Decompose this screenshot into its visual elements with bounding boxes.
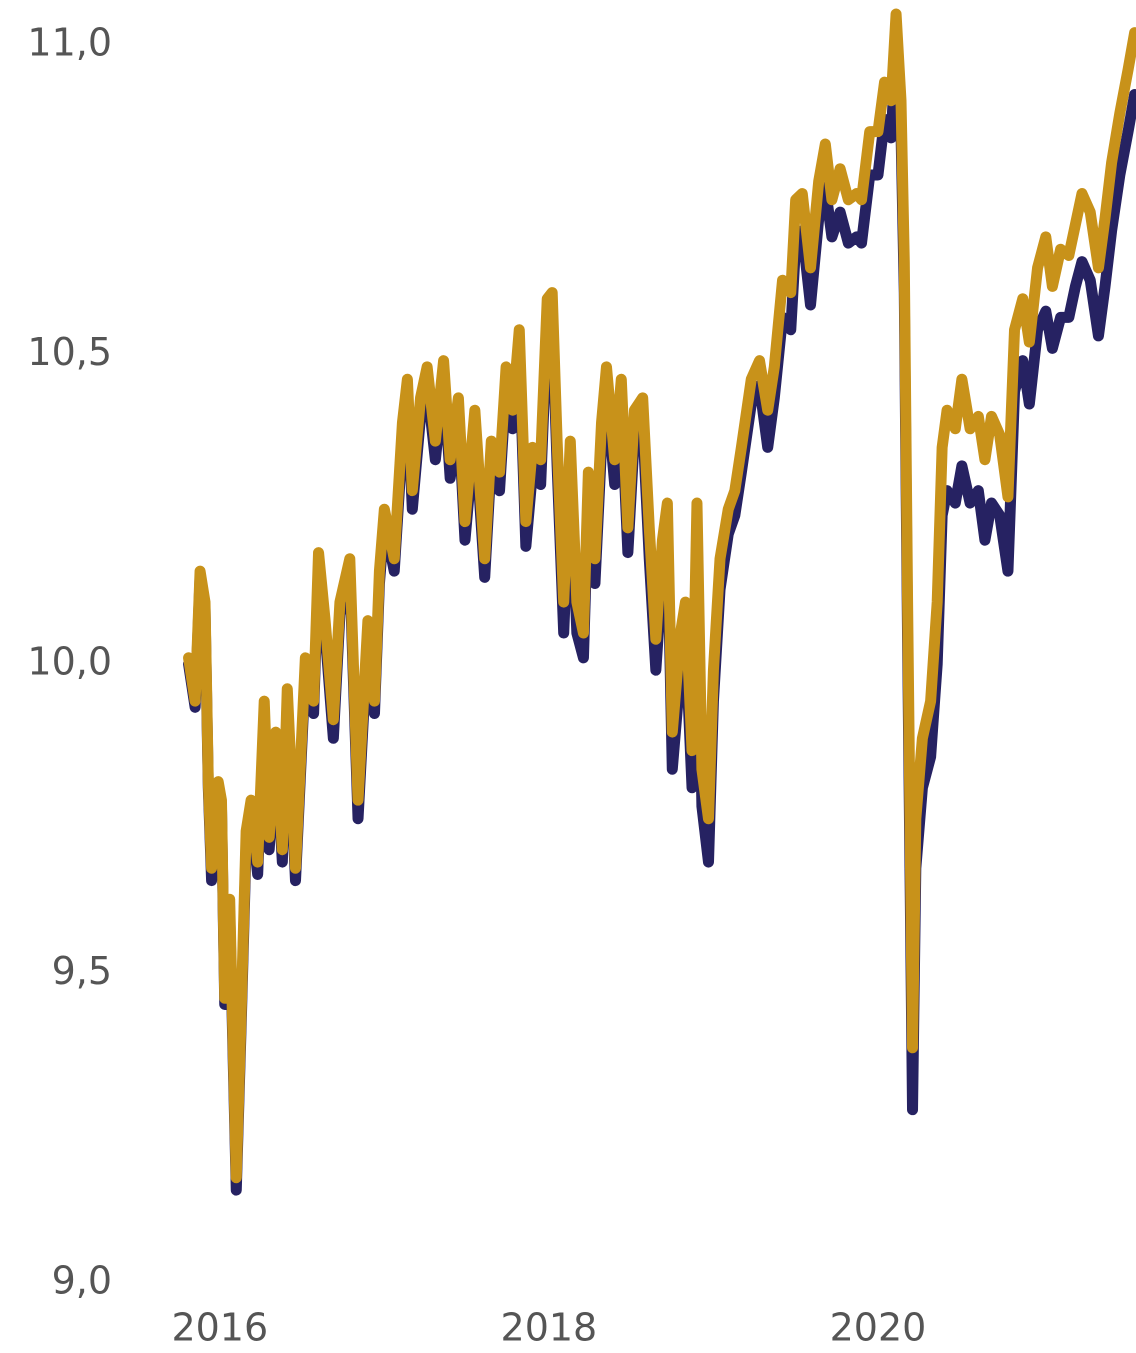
x-tick-label: 2020 bbox=[830, 1306, 927, 1350]
y-tick-label: 11,0 bbox=[27, 21, 112, 65]
x-tick-label: 2018 bbox=[501, 1306, 598, 1350]
line-series bbox=[183, 8, 1136, 1184]
x-tick-label: 2016 bbox=[171, 1306, 268, 1350]
y-tick-label: 10,5 bbox=[27, 330, 112, 374]
y-tick-label: 9,5 bbox=[52, 949, 112, 993]
y-tick-label: 9,0 bbox=[52, 1259, 112, 1303]
y-tick-label: 10,0 bbox=[27, 640, 112, 684]
